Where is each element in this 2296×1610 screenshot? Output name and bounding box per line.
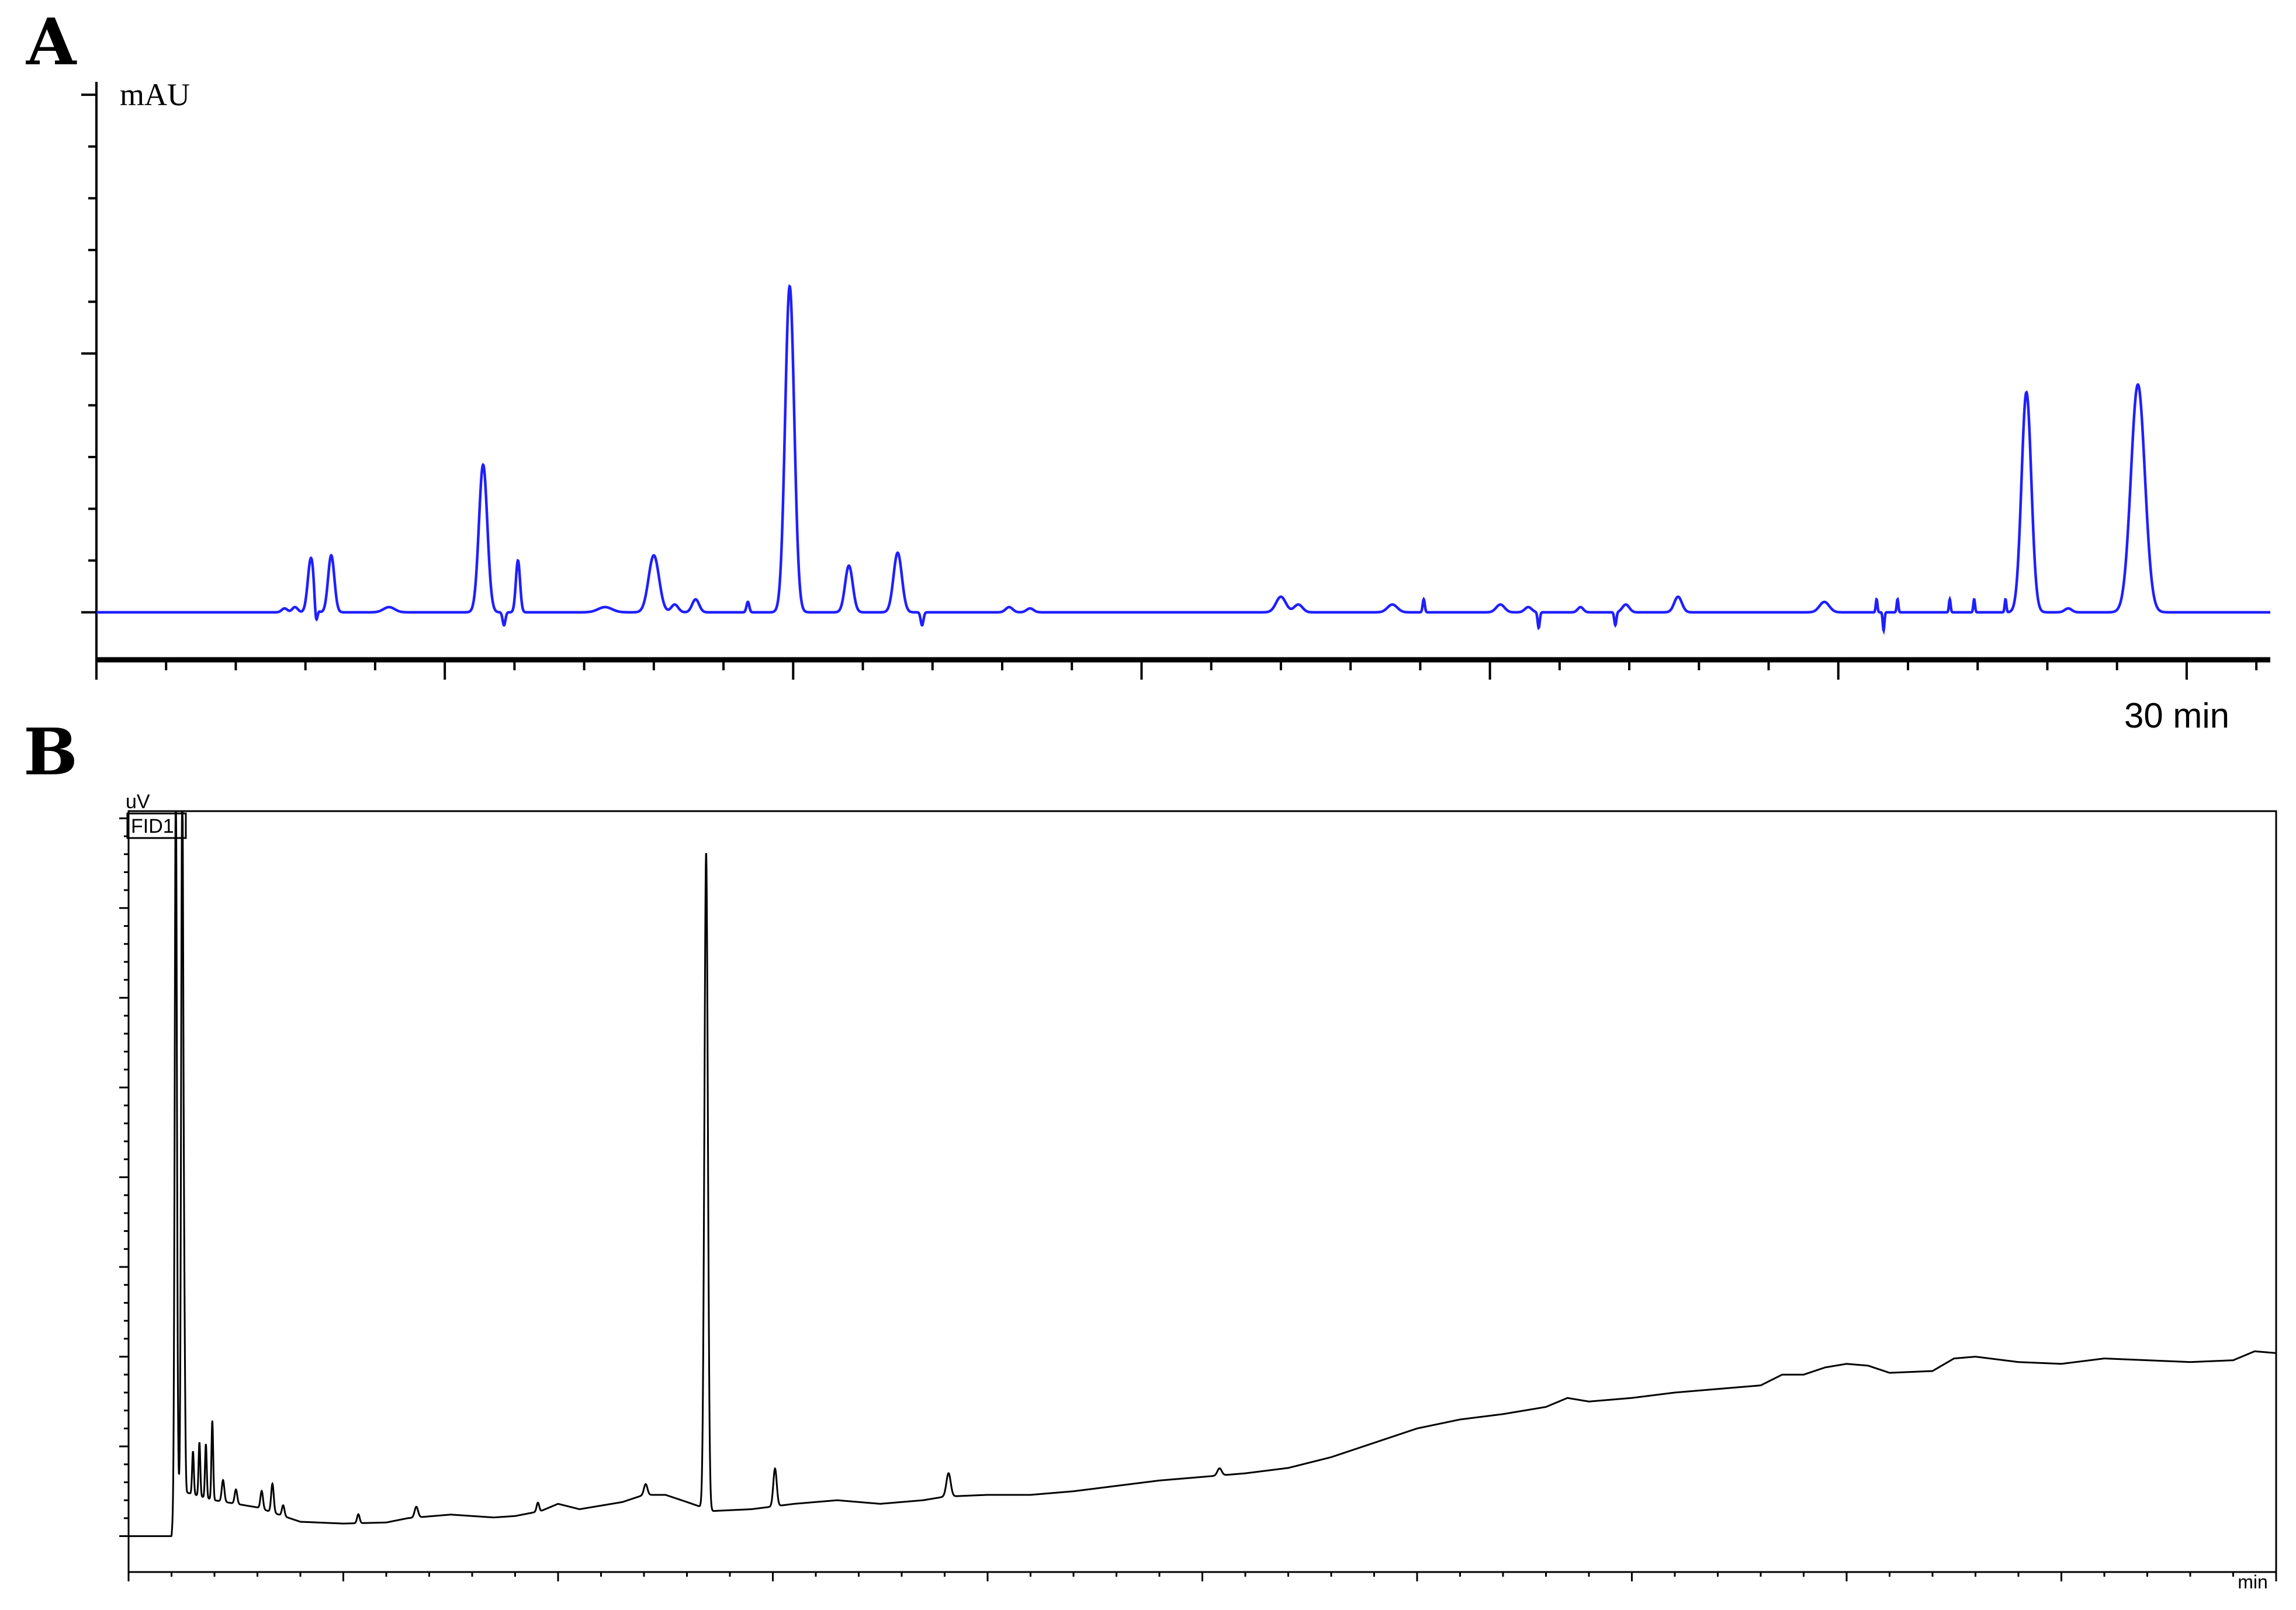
panel-a-chart: A mAU 30 min — [26, 4, 2270, 735]
detector-label: FID1 — [131, 815, 174, 837]
panel-a-letter: A — [26, 4, 77, 79]
panel-b-trace — [129, 810, 2277, 1538]
panel-a-unit-label: mAU — [120, 77, 190, 112]
panel-a-x-unit-label: 30 min — [2124, 696, 2229, 735]
panel-a-trace — [96, 284, 2270, 635]
panel-b-letter: B — [23, 714, 78, 790]
panel-b-chromatogram-line — [129, 810, 2277, 1538]
panel-a-axes — [81, 82, 2270, 680]
panel-b-unit-label: uV — [126, 791, 150, 813]
panel-b-x-unit-label: min — [2238, 1571, 2268, 1592]
panel-b-axes — [119, 810, 2277, 1581]
panel-a-chromatogram-line — [96, 284, 2270, 635]
panel-b-chart: B uV FID1 min — [23, 714, 2277, 1592]
panel-b-plot-frame — [127, 810, 2277, 1573]
